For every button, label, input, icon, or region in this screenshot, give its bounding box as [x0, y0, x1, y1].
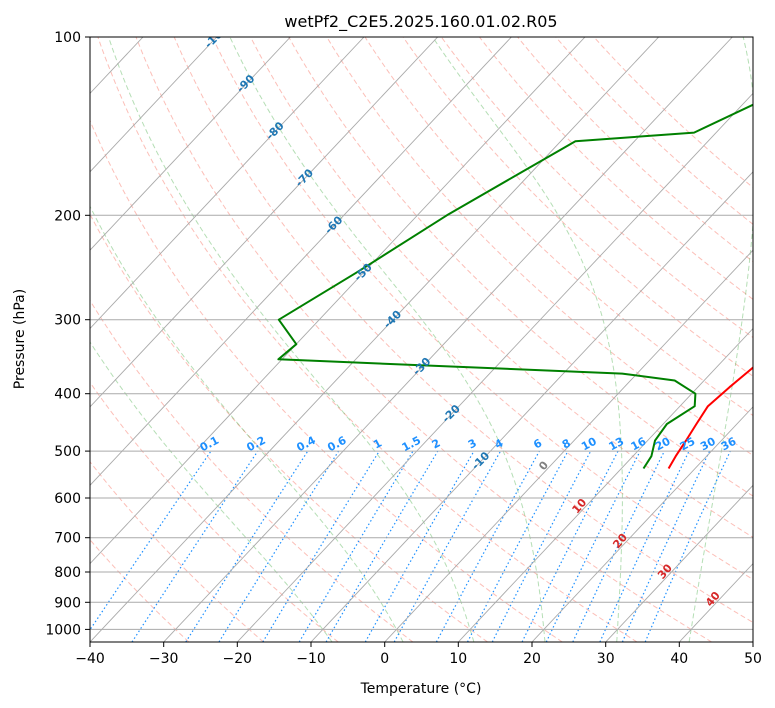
- y-tick-label-100: 100: [54, 30, 81, 46]
- plot-frame: [89, 36, 754, 643]
- x-tick-label-50: 50: [744, 651, 762, 667]
- moist-adiabat--10: [90, 341, 333, 642]
- chart-title: wetPf2_C2E5.2025.160.01.02.R05: [284, 12, 557, 32]
- mixing-ratio-label-12: 13: [607, 435, 627, 454]
- y-axis-label: Pressure (hPa): [12, 289, 28, 389]
- isotherm--30: [163, 37, 733, 642]
- y-tick-label-200: 200: [54, 208, 81, 224]
- isotherm-30: [605, 484, 753, 642]
- mixing-ratio-line-7: [364, 450, 475, 642]
- mixing-ratio-label-15: 25: [678, 435, 698, 454]
- x-tick-label-20: 20: [523, 651, 541, 667]
- dry-adiabat-30: [97, 37, 638, 642]
- x-tick-label--10: −10: [296, 651, 326, 667]
- y-tick-label-400: 400: [54, 387, 81, 403]
- mixing-ratio-label-13: 16: [629, 435, 649, 454]
- dry-adiabat-60: [211, 37, 753, 581]
- isotherm--100: [90, 37, 218, 173]
- mixing-ratio-label-17: 36: [719, 435, 739, 454]
- dry-adiabat-20: [90, 119, 563, 642]
- mixing-ratio-line-4: [262, 450, 380, 642]
- x-tick-label--40: −40: [75, 651, 105, 667]
- x-tick-label-0: 0: [380, 651, 389, 667]
- isotherm-20: [531, 406, 753, 642]
- x-axis-label: Temperature (°C): [360, 681, 482, 697]
- axis-ticks: −40 −30 −20 −10 0 10 20 30 40 50 100 200 300 400 500 60…: [45, 30, 762, 667]
- isotherm--40: [90, 37, 660, 642]
- y-tick-label-700: 700: [54, 531, 81, 547]
- isotherm-10: [457, 327, 753, 642]
- y-tick-label-300: 300: [54, 313, 81, 329]
- mixing-ratio-line-15: [599, 450, 690, 642]
- moist-adiabat-0: [90, 205, 404, 642]
- moist-adiabat-10: [108, 37, 475, 642]
- moist-adiabat-20: [229, 37, 546, 642]
- mixing-ratio-line-13: [545, 450, 641, 642]
- dry-adiabat-70: [250, 37, 753, 538]
- mixing-ratio-line-3: [218, 450, 340, 642]
- isotherm--70: [90, 37, 439, 408]
- isotherm-0: [384, 249, 753, 642]
- dry-adiabat--30: [90, 539, 190, 642]
- y-tick-label-900: 900: [54, 595, 81, 611]
- moist-adiabat-40: [688, 37, 753, 642]
- dry-adiabat-100: [364, 37, 753, 417]
- mixing-ratio-label-11: 10: [579, 435, 599, 454]
- dry-adiabat-40: [135, 37, 712, 642]
- dry-adiabat-120: [440, 37, 753, 339]
- mixing-ratio-line-9: [435, 450, 540, 642]
- plot-background: [90, 37, 753, 642]
- isotherm--50: [90, 37, 586, 565]
- x-tick-label-40: 40: [670, 651, 688, 667]
- x-tick-label-10: 10: [449, 651, 467, 667]
- dry-adiabat-0: [90, 299, 414, 642]
- isotherm--80: [90, 37, 365, 330]
- dry-adiabat-50: [173, 37, 753, 624]
- isotherm--60: [90, 37, 512, 486]
- mixing-ratio-label-16: 30: [698, 435, 718, 454]
- series-line-0: [667, 366, 753, 469]
- y-tick-label-1000: 1000: [45, 622, 81, 638]
- y-tick-label-800: 800: [54, 565, 81, 581]
- x-tick-label--20: −20: [223, 651, 253, 667]
- y-tick-label-600: 600: [54, 491, 81, 507]
- y-tick-label-500: 500: [54, 444, 81, 460]
- mixing-ratio-line-14: [572, 450, 665, 642]
- mixing-ratio-line-16: [621, 450, 711, 642]
- mixing-ratio-line-5: [298, 450, 414, 642]
- dry-adiabat-110: [402, 37, 753, 377]
- x-tick-label--30: −30: [149, 651, 179, 667]
- x-tick-label-30: 30: [597, 651, 615, 667]
- plot-lines: [90, 37, 753, 642]
- isotherm--10: [310, 171, 753, 642]
- mixing-ratio-label-14: 20: [653, 435, 673, 454]
- mixing-ratio-line-6: [325, 450, 439, 642]
- mixing-ratio-line-2: [185, 450, 309, 642]
- isotherm--90: [90, 37, 291, 251]
- dry-adiabat-80: [288, 37, 753, 497]
- series-line-1: [277, 103, 753, 470]
- isotherm--20: [236, 92, 753, 642]
- dry-adiabat--20: [90, 460, 264, 642]
- dry-adiabat-160: [593, 37, 753, 189]
- mixing-ratio-line-8: [393, 450, 502, 642]
